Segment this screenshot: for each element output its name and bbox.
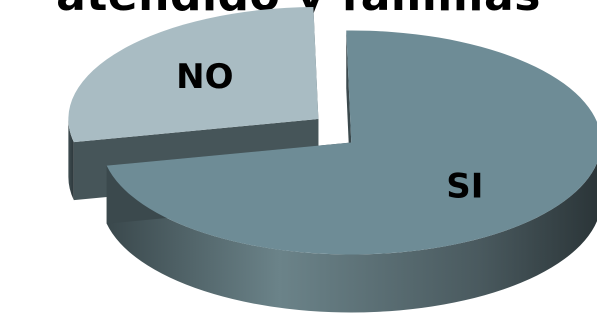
pie-label-si: SI xyxy=(446,167,483,207)
pie-slice-si-group: SI xyxy=(106,30,597,313)
pie-slice-no xyxy=(68,6,319,143)
pie-label-no: NO xyxy=(176,57,233,97)
pie-slice-no-side xyxy=(68,118,74,201)
pie-slice-si-side xyxy=(106,162,597,313)
pie-slice-si xyxy=(106,30,597,255)
